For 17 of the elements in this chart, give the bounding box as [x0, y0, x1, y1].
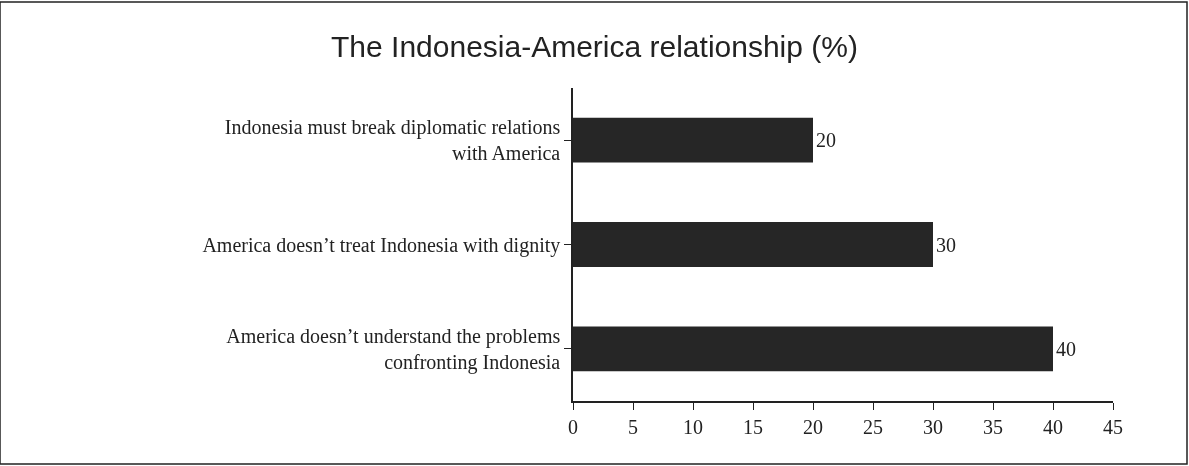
x-tick-label: 40	[1043, 415, 1063, 438]
x-tick-label: 35	[983, 415, 1003, 438]
x-tick-label: 15	[743, 415, 763, 438]
chart-title: The Indonesia-America relationship (%)	[331, 30, 858, 64]
data-label: 20	[816, 129, 836, 152]
x-tick-label: 20	[803, 415, 823, 438]
y-tick-label: America doesn’t treat Indonesia with dignity	[202, 233, 561, 257]
x-tick-label: 25	[863, 415, 883, 438]
y-tick-label: Indonesia must break diplomatic relations with America	[224, 116, 561, 165]
x-tick-label: 0	[568, 415, 578, 438]
data-label: 40	[1056, 337, 1076, 360]
data-label: 30	[936, 233, 956, 256]
y-tick-label: America doesn’t understand the problems confronting Indonesia	[226, 324, 561, 374]
x-tick-label: 10	[683, 415, 703, 438]
x-tick-label: 30	[923, 415, 943, 438]
x-tick-label: 5	[628, 415, 638, 438]
x-tick-label: 45	[1103, 415, 1123, 438]
